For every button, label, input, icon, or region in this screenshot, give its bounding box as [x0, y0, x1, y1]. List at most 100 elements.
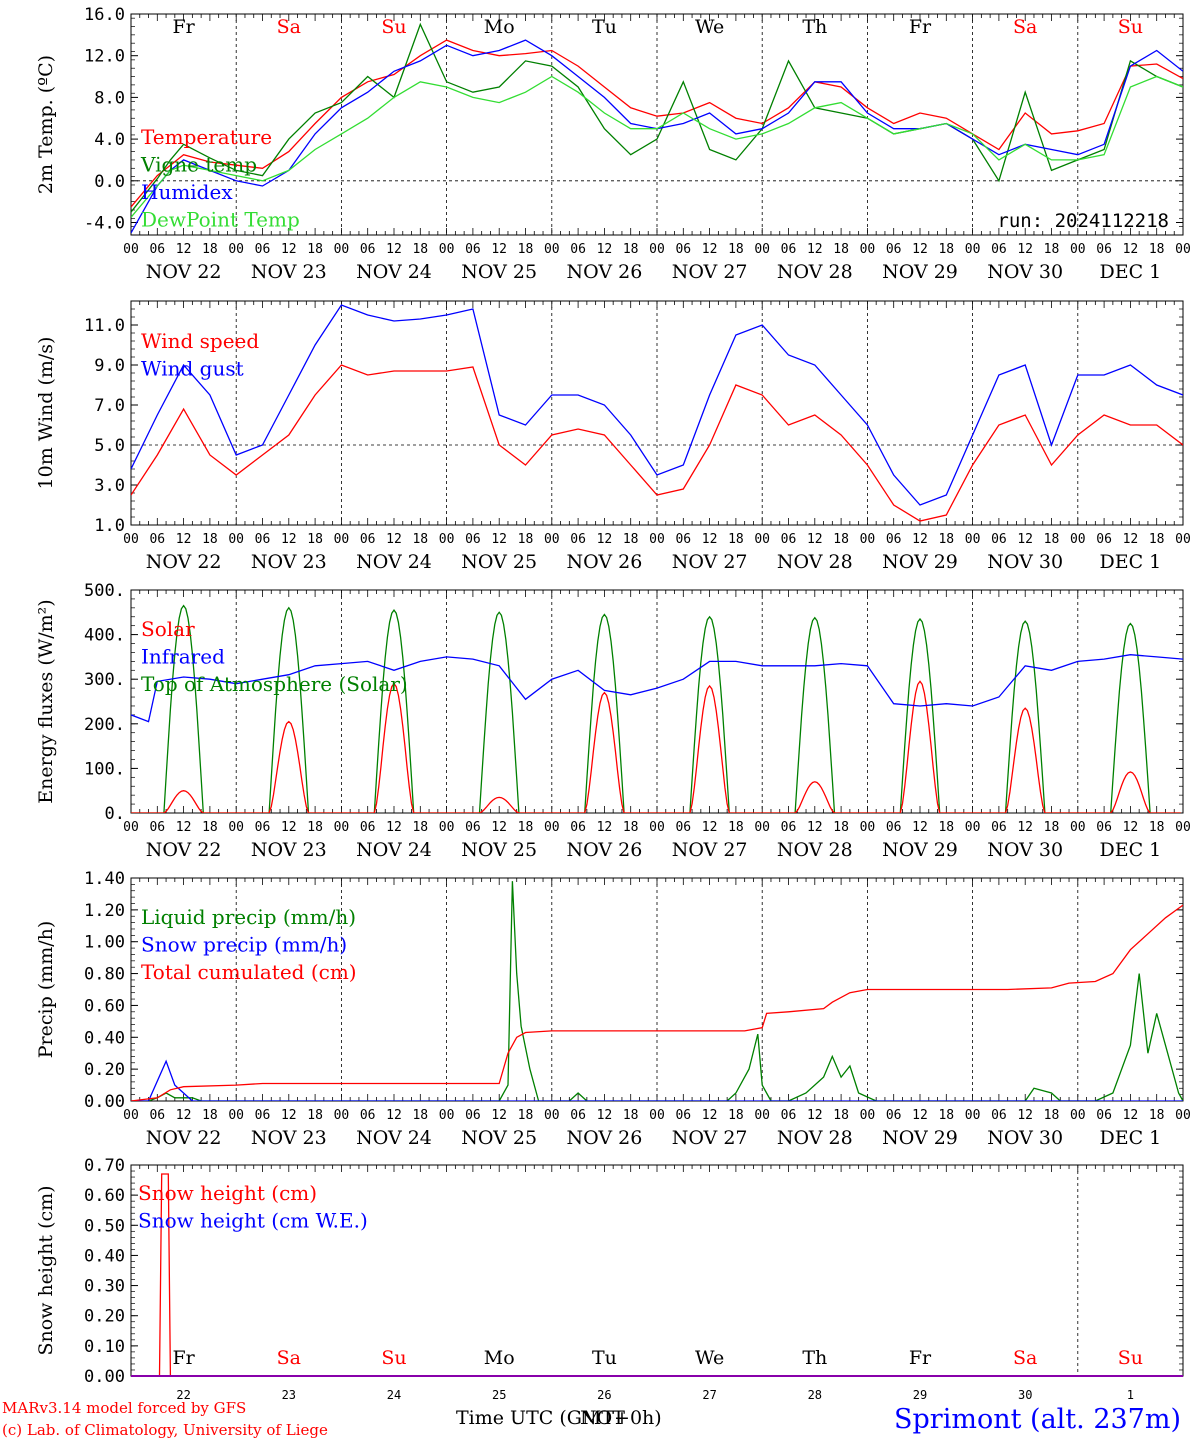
- hour-tick-label: 00: [860, 532, 876, 547]
- hour-tick-label: 00: [649, 820, 665, 835]
- weekday-label: Mo: [484, 1347, 515, 1369]
- series-line-wind-speed: [131, 364, 1183, 522]
- hour-tick-label: 12: [386, 820, 402, 835]
- hour-tick-label: 18: [1044, 242, 1060, 257]
- date-label: NOV 25: [461, 1127, 537, 1149]
- hour-tick-label: 18: [1149, 532, 1165, 547]
- hour-tick-label: 12: [1123, 532, 1139, 547]
- hour-tick-label: 06: [149, 1108, 165, 1123]
- plot-area: [131, 304, 1183, 522]
- y-tick-label: 9.0: [94, 356, 125, 376]
- y-tick-label: 0.00: [84, 1092, 125, 1112]
- y-tick-label: 0.0: [94, 172, 125, 192]
- hour-tick-label: 18: [623, 1108, 639, 1123]
- series-infrared-line: [131, 654, 1183, 723]
- hour-tick-label: 12: [1017, 242, 1033, 257]
- hour-tick-label: 00: [334, 242, 350, 257]
- y-tick-label: 1.40: [84, 869, 125, 889]
- hour-tick-label: 18: [307, 242, 323, 257]
- weekday-label: Fr: [909, 16, 932, 38]
- hour-tick-label: 00: [123, 820, 139, 835]
- y-tick-label: 200.: [84, 715, 125, 735]
- hour-tick-label: 00: [1175, 820, 1191, 835]
- hour-tick-label: 18: [202, 532, 218, 547]
- hour-tick-label: 12: [912, 820, 928, 835]
- y-tick-label: 0.20: [84, 1307, 125, 1327]
- plot-area: [131, 604, 1183, 813]
- date-label: NOV 22: [146, 261, 222, 283]
- hour-tick-label: 12: [702, 1108, 718, 1123]
- hour-tick-label: 12: [281, 1108, 297, 1123]
- plot-frame: [130, 300, 1184, 526]
- y-tick-label: 1.0: [94, 516, 125, 536]
- hour-tick-label: 06: [149, 820, 165, 835]
- date-label: NOV 24: [356, 1127, 432, 1149]
- weekday-label: Sa: [1013, 1347, 1037, 1369]
- hour-tick-label: 12: [491, 242, 507, 257]
- legend-entry: Snow height (cm): [138, 1181, 317, 1205]
- hour-tick-label: 18: [412, 820, 428, 835]
- series-line-temperature: [131, 39, 1183, 208]
- date-label: NOV 30: [987, 1127, 1063, 1149]
- weekday-label: Tu: [592, 16, 617, 38]
- hour-tick-label: 18: [518, 820, 534, 835]
- hour-tick-label: 06: [991, 820, 1007, 835]
- hour-tick-label: 06: [360, 1108, 376, 1123]
- y-tick-label: 500.: [84, 581, 125, 601]
- hour-tick-label: 18: [1044, 532, 1060, 547]
- hour-tick-label: 18: [307, 820, 323, 835]
- hour-tick-label: 00: [123, 532, 139, 547]
- date-label: NOV 25: [461, 261, 537, 283]
- hour-tick-label: 12: [1123, 820, 1139, 835]
- legend-entry: Total cumulated (cm): [141, 960, 357, 984]
- hour-tick-label: 18: [938, 820, 954, 835]
- y-axis-label: Energy fluxes (W/m²): [35, 599, 57, 803]
- y-tick-label: 0.40: [84, 1028, 125, 1048]
- weekday-label: We: [695, 1347, 724, 1369]
- y-tick-label: 0.60: [84, 1186, 125, 1206]
- hour-tick-label: 06: [675, 1108, 691, 1123]
- date-label: NOV 24: [356, 261, 432, 283]
- hour-tick-label: 18: [728, 532, 744, 547]
- date-label: NOV 30: [987, 261, 1063, 283]
- hour-tick-label: 06: [465, 1108, 481, 1123]
- hour-tick-label: 00: [965, 820, 981, 835]
- date-label: NOV 30: [987, 551, 1063, 573]
- hour-tick-label: 18: [1044, 820, 1060, 835]
- hour-tick-label: 18: [202, 820, 218, 835]
- hour-tick-label: 06: [991, 1108, 1007, 1123]
- y-tick-label: 0.30: [84, 1277, 125, 1297]
- day-number-label: 23: [282, 1388, 296, 1402]
- y-tick-label: 8.0: [94, 88, 125, 108]
- date-label: DEC 1: [1100, 261, 1162, 283]
- hour-tick-label: 06: [886, 532, 902, 547]
- series-line-wind-gust: [131, 304, 1183, 506]
- hour-tick-label: 06: [886, 820, 902, 835]
- hour-tick-label: 00: [965, 532, 981, 547]
- hour-tick-label: 06: [1096, 1108, 1112, 1123]
- date-label: NOV 27: [672, 839, 748, 861]
- y-tick-label: 400.: [84, 626, 125, 646]
- y-tick-label: 1.20: [84, 901, 125, 921]
- hour-tick-label: 06: [781, 820, 797, 835]
- series-solar-line: [131, 680, 1181, 813]
- day-number-label: 30: [1018, 1388, 1032, 1402]
- date-label: NOV 26: [566, 1127, 642, 1149]
- weekday-label: Tu: [592, 1347, 617, 1369]
- series-line-vigne-temp: [131, 22, 1183, 213]
- panel-4: 1.40 1.20 1.00 0.80 0.60 0.40 0.20 0.00 Precip (…: [35, 869, 1191, 1149]
- hour-tick-label: 12: [1123, 242, 1139, 257]
- hour-tick-label: 06: [570, 820, 586, 835]
- date-label: NOV 28: [777, 551, 853, 573]
- hour-tick-label: 06: [886, 1108, 902, 1123]
- date-label: NOV 28: [777, 839, 853, 861]
- day-number-label: 26: [597, 1388, 611, 1402]
- hour-tick-label: 00: [439, 1108, 455, 1123]
- hour-tick-label: 12: [807, 1108, 823, 1123]
- hour-tick-label: 06: [1096, 242, 1112, 257]
- footer: 22 23 24 25 26 27 28 29 30 1 MARv3.14 model forced…: [2, 1388, 1181, 1439]
- hour-tick-label: 12: [597, 242, 613, 257]
- legend-entry: DewPoint Temp: [141, 208, 300, 232]
- y-tick-label: 12.0: [84, 47, 125, 67]
- hour-tick-label: 18: [1044, 1108, 1060, 1123]
